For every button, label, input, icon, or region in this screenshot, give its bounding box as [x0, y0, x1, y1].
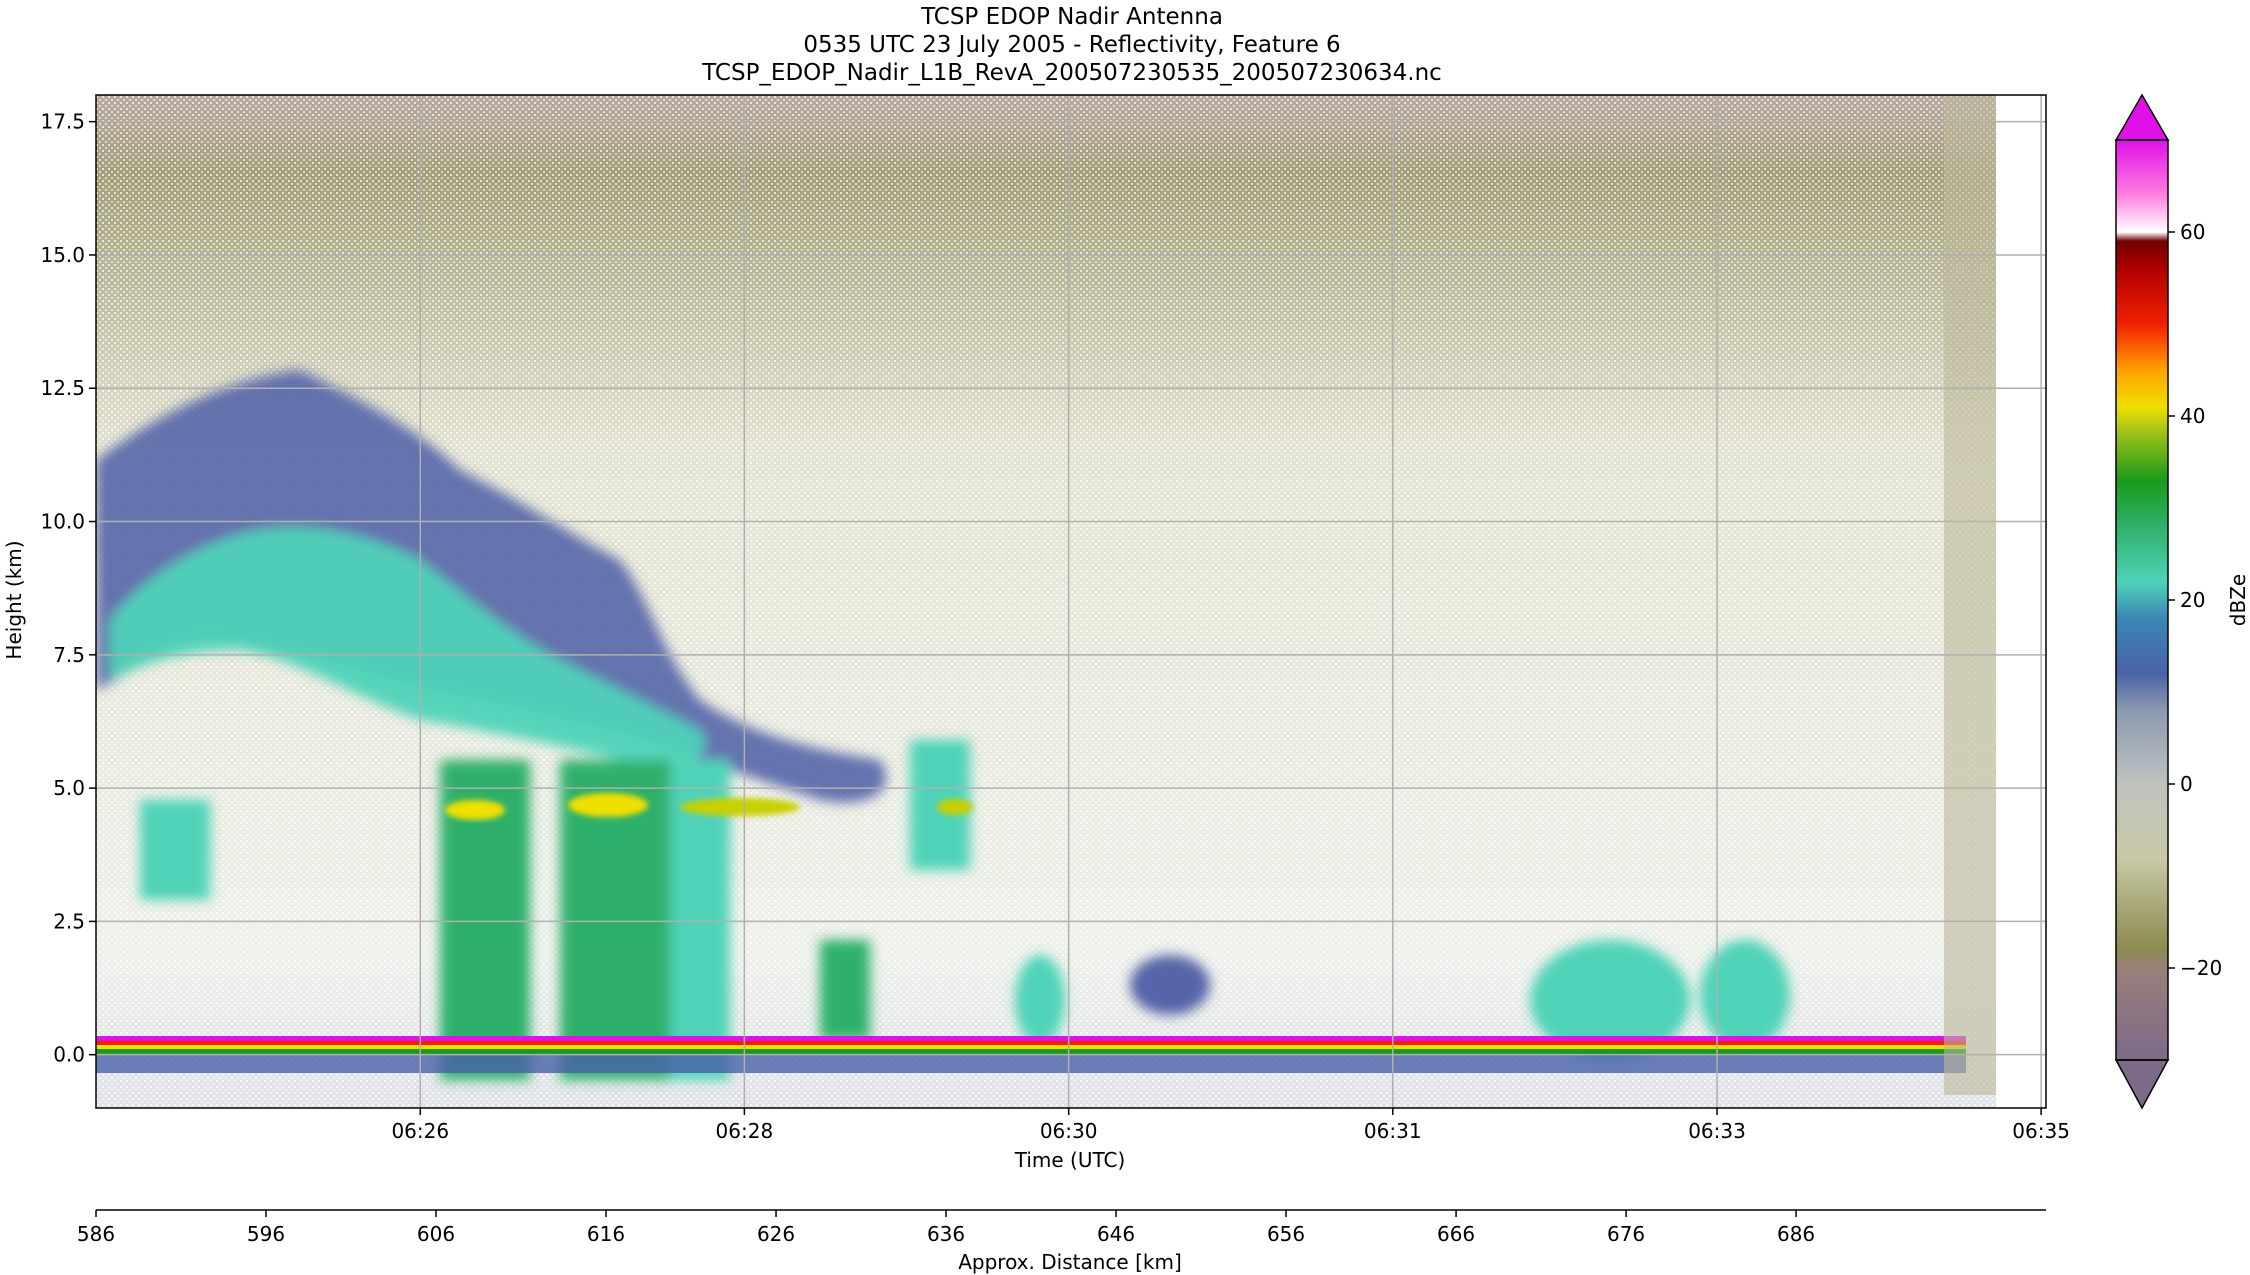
distance-tick-label: 666 — [1437, 1222, 1475, 1246]
distance-tick-label: 596 — [247, 1222, 285, 1246]
distance-tick-label: 676 — [1607, 1222, 1645, 1246]
chart-title-line-3: TCSP_EDOP_Nadir_L1B_RevA_200507230535_20… — [701, 60, 1442, 86]
distance-tick-label: 606 — [417, 1222, 455, 1246]
surface-red — [96, 1041, 1966, 1045]
colorbar: 60 40 20 0 −20 dBZe — [2114, 93, 2250, 1110]
echo-features — [96, 370, 1790, 1080]
shaft-5 — [820, 940, 870, 1040]
colorbar-gradient — [2116, 140, 2168, 1060]
distance-tick-label: 626 — [757, 1222, 795, 1246]
surface-green — [96, 1049, 1966, 1055]
colorbar-extend-bottom — [2114, 1059, 2170, 1110]
y-tick-label: 7.5 — [53, 643, 85, 667]
x-tick-label: 06:33 — [1688, 1119, 1746, 1143]
colorbar-label: dBZe — [2226, 574, 2250, 626]
y-tick-label: 5.0 — [53, 776, 85, 800]
x-tick-label: 06:26 — [391, 1119, 449, 1143]
colorbar-tick-label: 60 — [2180, 220, 2205, 244]
bright-band-4 — [937, 799, 973, 815]
colorbar-tick-label: −20 — [2180, 956, 2222, 980]
distance-tick-label: 656 — [1267, 1222, 1305, 1246]
distance-tick-label: 686 — [1777, 1222, 1815, 1246]
y-tick-label: 0.0 — [53, 1043, 85, 1067]
colorbar-extend-top — [2114, 93, 2170, 141]
y-tick-label: 10.0 — [40, 510, 85, 534]
shaft-6 — [140, 800, 210, 900]
x-tick-label: 06:35 — [2012, 1119, 2070, 1143]
y-tick-label: 12.5 — [40, 376, 85, 400]
bright-band — [445, 793, 973, 820]
shallow-cell-2 — [1700, 940, 1790, 1050]
surface-return — [96, 1036, 1966, 1073]
distance-tick-label: 636 — [927, 1222, 965, 1246]
plot-frame — [95, 94, 2047, 1109]
x-tick-label: 06:28 — [716, 1119, 774, 1143]
distance-tick-label: 646 — [1097, 1222, 1135, 1246]
surface-blue — [96, 1055, 1966, 1073]
y-axis-ticks: 0.0 2.5 5.0 7.5 10.0 12.5 15.0 17.5 — [40, 110, 96, 1067]
distance-axis-label: Approx. Distance [km] — [958, 1250, 1182, 1274]
y-tick-label: 2.5 — [53, 909, 85, 933]
surface-yellow — [96, 1045, 1966, 1049]
grid-lines — [96, 95, 2046, 1108]
shallow-cell-1 — [1530, 940, 1690, 1060]
bright-band-3 — [680, 798, 800, 816]
anvil-core — [110, 527, 706, 764]
x-axis-label: Time (UTC) — [1014, 1148, 1126, 1172]
anvil-outer — [96, 370, 887, 803]
shallow-cell-3 — [1015, 955, 1065, 1045]
x-tick-label: 06:31 — [1364, 1119, 1422, 1143]
chart-title-line-2: 0535 UTC 23 July 2005 - Reflectivity, Fe… — [803, 32, 1340, 58]
distance-axis-ticks: 586 596 606 616 626 636 646 656 666 676 686 — [77, 1210, 1815, 1246]
bright-band-1 — [445, 800, 505, 820]
shallow-cell-4 — [1130, 955, 1210, 1015]
distance-tick-label: 586 — [77, 1222, 115, 1246]
surface-magenta — [96, 1036, 1966, 1041]
bright-band-2 — [568, 793, 648, 817]
colorbar-ticks: 60 40 20 0 −20 — [2168, 220, 2222, 980]
y-tick-label: 15.0 — [40, 243, 85, 267]
y-axis-label: Height (km) — [2, 540, 26, 659]
colorbar-tick-label: 0 — [2180, 772, 2193, 796]
chart-title-line-1: TCSP EDOP Nadir Antenna — [920, 4, 1223, 30]
y-tick-label: 17.5 — [40, 110, 85, 134]
distance-tick-label: 616 — [587, 1222, 625, 1246]
plot-area — [96, 95, 2046, 1108]
no-data-region — [1996, 95, 2046, 1108]
colorbar-tick-label: 40 — [2180, 404, 2205, 428]
x-tick-label: 06:30 — [1040, 1119, 1098, 1143]
x-axis-ticks: 06:26 06:28 06:30 06:31 06:33 06:35 — [391, 1108, 2070, 1143]
colorbar-tick-label: 20 — [2180, 588, 2205, 612]
data-gap-stripes — [1944, 95, 1996, 1095]
